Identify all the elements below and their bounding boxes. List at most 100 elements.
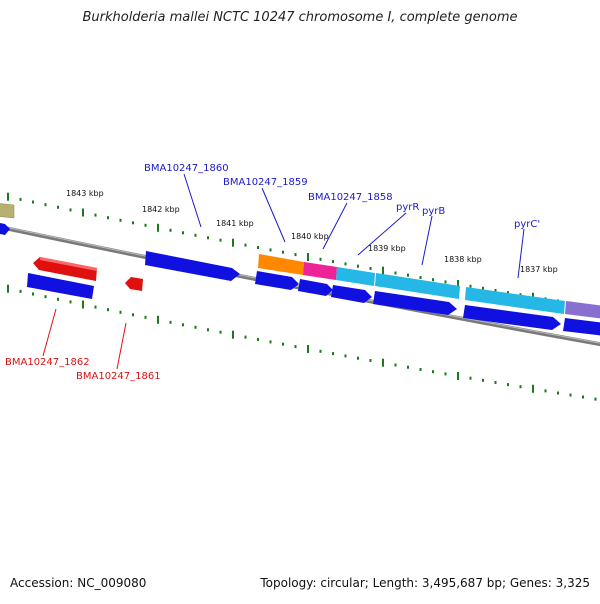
kbp-label-group: 1843 kbp 1842 kbp 1841 kbp 1840 kbp 1839… <box>66 189 558 274</box>
inner-tick-track <box>7 284 597 401</box>
minor-tick <box>94 213 97 217</box>
gene-feature-1860[interactable] <box>145 251 240 281</box>
minor-tick <box>32 292 34 296</box>
minor-tick <box>107 308 109 312</box>
minor-tick <box>407 365 409 369</box>
minor-tick <box>444 372 447 376</box>
leader-line-red <box>116 322 127 370</box>
gene-feature-lower-3[interactable] <box>331 285 372 303</box>
minor-tick <box>519 385 522 389</box>
minor-tick <box>194 325 197 329</box>
gene-label[interactable]: BMA10247_1861 <box>76 371 161 382</box>
gene-feature-lower-1[interactable] <box>255 271 299 290</box>
major-tick <box>532 384 534 393</box>
minor-tick <box>469 376 472 380</box>
minor-tick <box>444 280 447 284</box>
kbp-label: 1837 kbp <box>520 265 558 274</box>
minor-tick <box>494 289 497 292</box>
leader-line <box>357 212 407 256</box>
gene-feature-lower-5[interactable] <box>463 305 561 330</box>
minor-tick <box>132 313 134 317</box>
minor-tick <box>194 233 197 237</box>
minor-tick <box>94 305 97 309</box>
minor-tick <box>432 370 434 374</box>
gene-feature-cyan-2[interactable] <box>375 273 460 299</box>
genome-summary-text: Topology: circular; Length: 3,495,687 bp… <box>260 576 590 590</box>
gene-feature-1862[interactable] <box>33 257 97 281</box>
minor-tick <box>32 200 34 204</box>
minor-tick <box>219 330 222 334</box>
minor-tick <box>544 389 547 393</box>
minor-tick <box>369 267 372 270</box>
kbp-label: 1842 kbp <box>142 205 180 214</box>
gene-label[interactable]: BMA10247_1862 <box>5 357 90 368</box>
leader-line <box>322 202 348 250</box>
minor-tick <box>144 315 147 319</box>
forward-feature-track-lower <box>255 271 600 336</box>
gene-label[interactable]: BMA10247_1858 <box>308 192 393 203</box>
leader-line-red <box>42 308 57 357</box>
gene-feature-left-blue[interactable] <box>0 222 10 235</box>
major-tick <box>157 223 159 232</box>
minor-tick <box>332 260 334 264</box>
minor-tick <box>319 257 322 261</box>
gene-feature-orange[interactable] <box>258 254 304 275</box>
gene-feature-olive[interactable] <box>0 203 15 219</box>
minor-tick <box>169 320 172 324</box>
minor-tick <box>357 356 359 360</box>
minor-tick <box>257 338 259 341</box>
kbp-label: 1843 kbp <box>66 189 104 198</box>
reverse-feature-track <box>27 257 143 299</box>
minor-tick <box>44 203 47 207</box>
minor-tick <box>207 328 209 332</box>
minor-tick <box>169 228 172 232</box>
gene-feature-lower-6[interactable] <box>563 318 600 336</box>
minor-tick <box>294 253 297 257</box>
minor-tick <box>582 395 584 399</box>
minor-tick <box>319 349 322 353</box>
major-tick <box>82 300 84 309</box>
gene-feature-lower-4[interactable] <box>373 291 457 315</box>
minor-tick <box>507 383 509 387</box>
minor-tick <box>244 243 247 247</box>
gene-label[interactable]: pyrC' <box>514 219 540 230</box>
minor-tick <box>219 238 222 242</box>
minor-tick <box>132 221 134 225</box>
gene-feature-cyan-1[interactable] <box>336 267 375 286</box>
major-tick <box>382 358 384 367</box>
major-tick <box>82 208 84 217</box>
minor-tick <box>482 286 484 290</box>
minor-tick <box>407 273 409 277</box>
gene-feature-1861[interactable] <box>125 277 143 291</box>
minor-tick <box>44 295 47 299</box>
leader-line <box>261 187 286 243</box>
gene-feature-purple[interactable] <box>565 301 600 319</box>
gene-feature-lower-2[interactable] <box>298 279 333 296</box>
major-tick <box>232 330 234 339</box>
major-tick <box>307 345 309 353</box>
minor-tick <box>394 363 397 367</box>
gene-label[interactable]: pyrR <box>396 202 419 213</box>
minor-tick <box>257 246 259 249</box>
minor-tick <box>57 205 59 209</box>
major-tick <box>7 192 9 201</box>
gene-label[interactable]: BMA10247_1859 <box>223 177 308 188</box>
minor-tick <box>332 352 334 356</box>
gene-feature-reverse-blue[interactable] <box>27 273 94 299</box>
kbp-label: 1841 kbp <box>216 219 254 228</box>
minor-tick <box>432 278 434 282</box>
leader-line <box>421 215 433 266</box>
gene-feature-magenta[interactable] <box>303 262 337 280</box>
minor-tick <box>394 271 397 275</box>
gene-label[interactable]: pyrB <box>422 206 445 217</box>
minor-tick <box>57 297 59 301</box>
major-tick <box>307 253 309 261</box>
minor-tick <box>269 340 272 344</box>
minor-tick <box>69 208 72 212</box>
leader-line <box>517 228 525 279</box>
gene-label[interactable]: BMA10247_1860 <box>144 163 229 174</box>
minor-tick <box>182 323 184 327</box>
minor-tick <box>344 262 347 266</box>
leader-line <box>183 173 202 228</box>
gene-feature-cyan-3[interactable] <box>465 287 565 314</box>
